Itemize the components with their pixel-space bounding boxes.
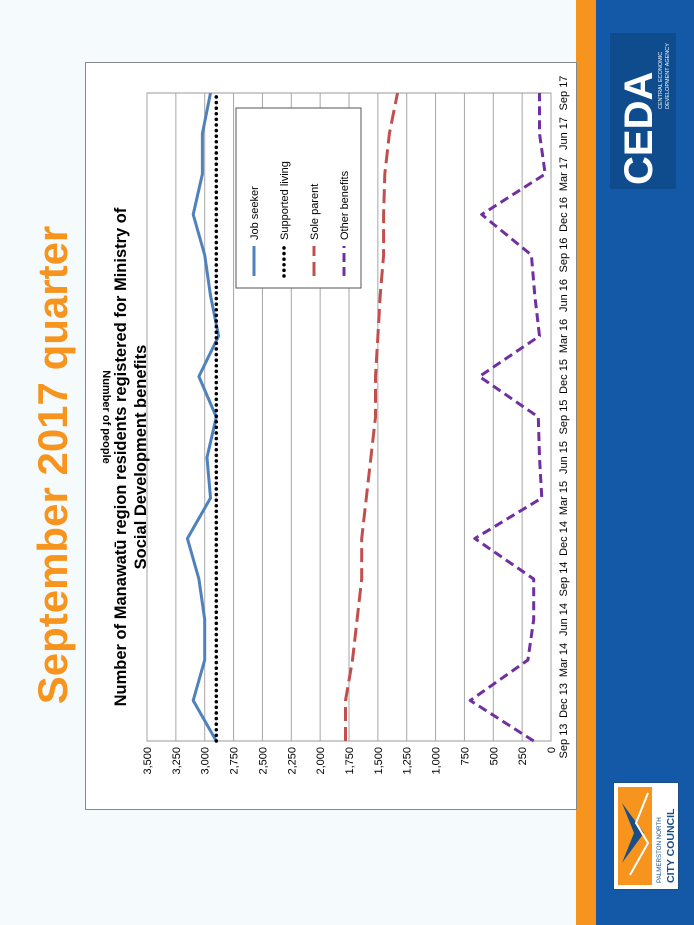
chart-title-line-1: Number of Manawatū region residents regi… [112, 207, 130, 706]
x-tick-label: Dec 15 [558, 359, 570, 394]
y-tick-label: 2,000 [315, 747, 327, 775]
chart-title-line-2: Social Development benefits [132, 345, 150, 570]
y-tick-label: 2,750 [229, 747, 241, 775]
page-title: September 2017 quarter [29, 225, 76, 705]
x-tick-label: Mar 16 [558, 319, 570, 353]
x-tick-label: Mar 15 [558, 481, 570, 515]
y-tick-label: 0 [546, 747, 558, 753]
council-logo-mark [622, 803, 644, 863]
y-tick-label: 3,000 [200, 747, 212, 775]
x-tick-label: Jun 14 [558, 603, 570, 636]
y-tick-label: 2,250 [286, 747, 298, 775]
y-tick-label: 250 [517, 747, 529, 765]
orange-stripe [576, 0, 596, 925]
x-tick-label: Sep 15 [558, 400, 570, 435]
legend-label-2: Supported living [279, 161, 291, 240]
council-line-1: PALMERSTON NORTH [656, 817, 663, 883]
ceda-logo: CEDA CENTRAL ECONOMIC DEVELOPMENT AGENCY [610, 33, 676, 189]
series-line-3 [344, 92, 399, 741]
y-tick-label: 1,500 [373, 747, 385, 775]
legend-label-1: Job seeker [249, 186, 261, 240]
y-axis-title: Number of people [100, 370, 112, 464]
chart-frame: 0 250 500 750 1,000 1,250 1,500 1,750 2,000 2,250… [85, 62, 577, 810]
y-tick-label: 500 [488, 747, 500, 765]
y-tick-label: 3,250 [171, 747, 183, 775]
council-logo-river [629, 792, 650, 876]
x-tick-label: Dec 16 [558, 197, 570, 232]
x-tick-label: Sep 14 [558, 562, 570, 597]
x-tick-label: Dec 13 [558, 683, 570, 718]
ceda-tagline-line-2: DEVELOPMENT AGENCY [665, 43, 671, 109]
y-tick-label: 750 [459, 747, 471, 765]
legend-label-3: Sole parent [309, 184, 321, 240]
x-tick-label: Sep 13 [558, 724, 570, 759]
council-logo-graphic: PALMERSTON NORTH CITY COUNCIL [618, 787, 677, 885]
legend-box [235, 107, 362, 289]
x-tick-label: Mar 17 [558, 157, 570, 191]
x-tick-label: Sep 16 [558, 238, 570, 273]
ceda-tagline-line-1: CENTRAL ECONOMIC [658, 52, 664, 109]
council-logo: PALMERSTON NORTH CITY COUNCIL [613, 782, 679, 890]
council-line-2: CITY COUNCIL [665, 808, 677, 883]
y-tick-label: 1,000 [431, 747, 443, 775]
ceda-wordmark: CEDA [617, 72, 661, 185]
x-tick-label: Dec 14 [558, 521, 570, 556]
y-tick-label: 2,500 [257, 747, 269, 775]
y-tick-label: 3,500 [142, 747, 154, 775]
y-tick-label: 1,250 [402, 747, 414, 775]
x-tick-label: Jun 16 [558, 279, 570, 312]
y-tick-label: 1,750 [344, 747, 356, 775]
x-tick-label: Sep 17 [558, 76, 570, 111]
chart: 0 250 500 750 1,000 1,250 1,500 1,750 2,000 2,250… [100, 76, 570, 775]
x-tick-label: Jun 15 [558, 441, 570, 474]
x-tick-label: Jun 17 [558, 117, 570, 150]
ceda-logo-graphic: CEDA CENTRAL ECONOMIC DEVELOPMENT AGENCY [617, 43, 671, 185]
x-tick-label: Mar 14 [558, 643, 570, 677]
page-title-area: September 2017 quarter [28, 225, 78, 705]
legend-label-4: Other benefits [339, 170, 351, 240]
series-line-4 [468, 93, 547, 743]
